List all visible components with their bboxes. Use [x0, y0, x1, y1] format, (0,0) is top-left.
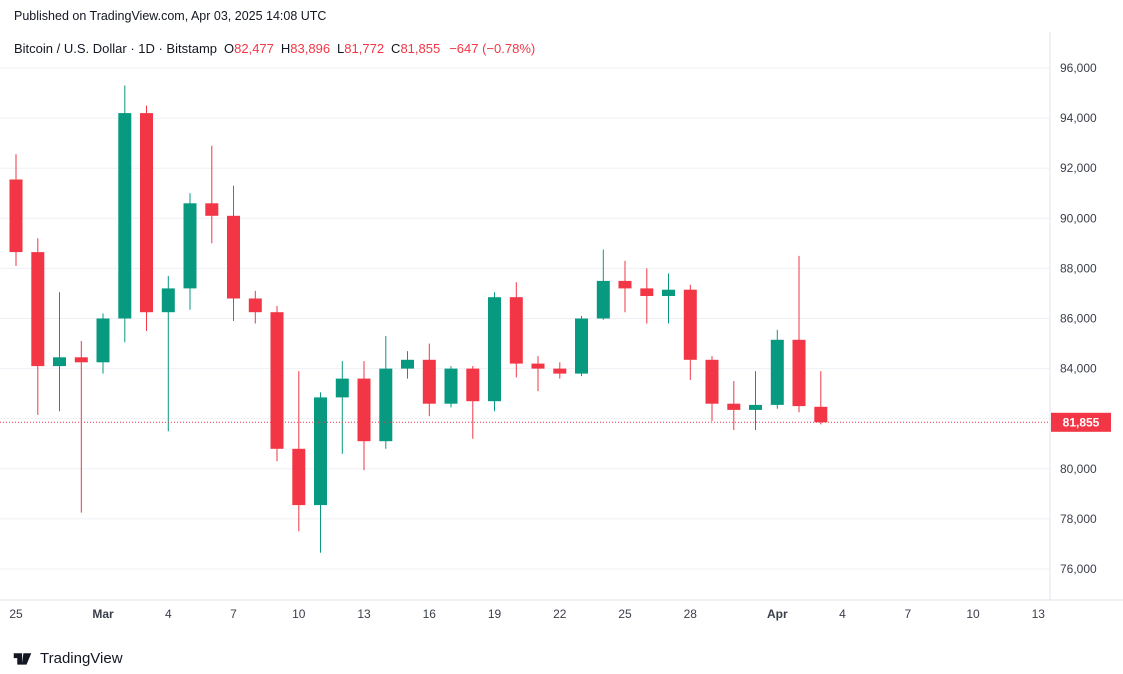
price-axis-label: 92,000 [1060, 161, 1097, 175]
time-axis-label: Mar [92, 607, 114, 621]
chart-area: 76,00078,00080,00082,00084,00086,00088,0… [0, 32, 1123, 642]
time-axis-label: 13 [357, 607, 371, 621]
candle [118, 113, 132, 319]
time-axis-label: 7 [904, 607, 911, 621]
ohlc-close-value: 81,855 [400, 41, 441, 56]
ohlc-high-label: H [280, 41, 291, 56]
price-axis-label: 90,000 [1060, 211, 1097, 225]
candle [683, 289, 697, 360]
candle [74, 357, 88, 363]
candle [140, 113, 153, 313]
time-axis-label: 25 [618, 607, 632, 621]
symbol-title: Bitcoin / U.S. Dollar · 1D · Bitstamp [14, 41, 217, 56]
candle [161, 288, 175, 313]
tradingview-logo-icon[interactable] [12, 648, 33, 669]
time-axis-label: 10 [966, 607, 980, 621]
candle [31, 252, 45, 367]
price-axis-label: 96,000 [1060, 61, 1097, 75]
candle [488, 297, 501, 402]
candle [749, 404, 762, 410]
ohlc-high-value: 83,896 [290, 41, 331, 56]
ohlc-open-label: O [224, 41, 235, 56]
candle [205, 203, 219, 216]
candle [422, 359, 436, 404]
price-change: −647 (−0.78%) [449, 41, 536, 56]
candle [727, 403, 741, 410]
time-axis-label: 7 [230, 607, 237, 621]
price-axis-label: 94,000 [1060, 111, 1097, 125]
candle [96, 318, 110, 363]
candle [444, 368, 458, 404]
time-axis-label: 10 [292, 607, 306, 621]
ohlc-low-value: 81,772 [344, 41, 385, 56]
ohlc-open-value: 82,477 [234, 41, 274, 56]
chart-legend: Bitcoin / U.S. Dollar · 1D · Bitstamp O8… [14, 41, 536, 56]
time-axis-label: 4 [839, 607, 846, 621]
price-axis-label: 80,000 [1060, 462, 1097, 476]
candle [618, 280, 632, 289]
candlestick-chart: 76,00078,00080,00082,00084,00086,00088,0… [0, 32, 1123, 621]
candle [509, 297, 523, 364]
candle [553, 368, 567, 374]
candle [53, 357, 66, 367]
candle [292, 448, 306, 506]
price-axis-label: 78,000 [1060, 512, 1097, 526]
candle [183, 203, 197, 289]
time-axis-label: Apr [767, 607, 788, 621]
candle [335, 378, 349, 398]
published-text: Published on TradingView.com, Apr 03, 20… [14, 9, 327, 23]
candle [662, 289, 675, 296]
price-axis-label: 86,000 [1060, 312, 1097, 326]
time-axis-label: 4 [165, 607, 172, 621]
candle [814, 406, 828, 423]
candle [770, 339, 784, 405]
ohlc-low-label: L [337, 41, 345, 56]
candle [575, 318, 588, 374]
candle [227, 215, 240, 299]
candle [466, 368, 480, 402]
time-axis-label: 16 [423, 607, 437, 621]
ohlc-close-label: C [391, 41, 401, 56]
candle [596, 280, 610, 319]
last-price-badge [1051, 412, 1111, 432]
candle [792, 339, 806, 407]
candle [401, 359, 414, 369]
ohlc-open: O82,477 [224, 41, 274, 56]
candle [248, 298, 262, 313]
ohlc-high: H83,896 [281, 41, 330, 56]
last-price-badge-value: 81,855 [1063, 415, 1100, 429]
footer: TradingView [0, 642, 1123, 674]
candle [379, 368, 393, 442]
ohlc-close: C81,855 [391, 41, 440, 56]
ohlc-low: L81,772 [337, 41, 384, 56]
candle [531, 363, 545, 369]
price-axis-label: 84,000 [1060, 362, 1097, 376]
candle [9, 179, 23, 253]
candle [705, 359, 719, 404]
time-axis-label: 13 [1032, 607, 1046, 621]
time-axis-label: 22 [553, 607, 567, 621]
tradingview-brand-text[interactable]: TradingView [40, 649, 123, 667]
candle [314, 397, 327, 506]
candle [640, 288, 654, 296]
time-axis-label: 25 [9, 607, 23, 621]
price-axis-label: 88,000 [1060, 261, 1097, 275]
candle [270, 312, 284, 449]
price-axis-label: 76,000 [1060, 562, 1097, 576]
published-bar: Published on TradingView.com, Apr 03, 20… [0, 0, 1123, 32]
time-axis-label: 19 [488, 607, 502, 621]
candle [357, 378, 371, 442]
time-axis-label: 28 [684, 607, 698, 621]
